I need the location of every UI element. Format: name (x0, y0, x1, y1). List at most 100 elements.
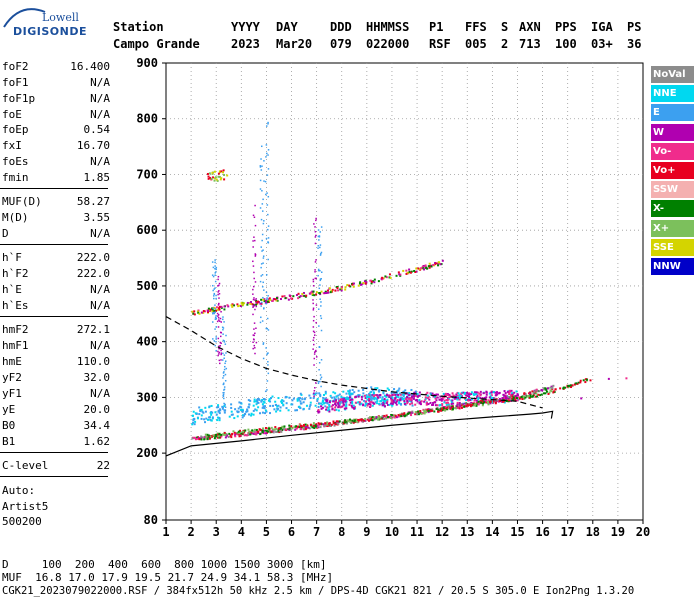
echo-point (448, 396, 451, 399)
echo-point (552, 390, 555, 393)
echo-point (265, 347, 267, 349)
echo-point (570, 386, 573, 389)
echo-point (253, 236, 255, 238)
echo-point (271, 395, 274, 398)
echo-point (414, 394, 417, 397)
echo-point (399, 398, 402, 401)
echo-point (240, 432, 243, 435)
echo-point (211, 172, 214, 175)
echo-point (468, 395, 471, 398)
auto-label: Auto: (2, 484, 36, 497)
echo-point (198, 312, 201, 315)
echo-point (266, 353, 268, 356)
echo-point (261, 398, 264, 401)
echo-point (252, 338, 255, 340)
echo-point (220, 435, 223, 438)
echo-point (223, 321, 225, 323)
echo-point (260, 218, 263, 221)
echo-point (253, 216, 256, 219)
echo-point (351, 419, 354, 422)
echo-point (313, 343, 315, 346)
echo-point (487, 399, 490, 402)
echo-point (192, 410, 195, 413)
echo-point (247, 433, 250, 436)
echo-point (214, 433, 217, 436)
echo-point (223, 371, 225, 373)
echo-point (518, 397, 521, 400)
echo-point (254, 332, 256, 335)
echo-point (213, 297, 215, 300)
echo-point (265, 156, 267, 158)
x-tick-label: 7 (313, 525, 320, 539)
echo-point (312, 422, 315, 425)
echo-point (259, 432, 262, 435)
echo-point (373, 281, 376, 284)
echo-point (314, 230, 317, 233)
echo-point (510, 397, 513, 400)
echo-point (217, 410, 220, 413)
echo-point (396, 398, 399, 401)
echo-point (197, 309, 200, 312)
echo-point (257, 406, 260, 409)
echo-point (193, 310, 196, 313)
echo-point (369, 394, 372, 397)
echo-point (427, 408, 430, 411)
echo-point (221, 326, 224, 328)
echo-point (320, 376, 323, 379)
echo-point (552, 384, 555, 387)
echo-point (304, 397, 307, 400)
echo-point (395, 393, 398, 396)
echo-point (222, 333, 224, 335)
echo-point (319, 278, 322, 280)
echo-point (448, 393, 451, 396)
echo-point (254, 239, 256, 242)
echo-point (234, 432, 237, 435)
echo-point (485, 399, 488, 402)
echo-point (320, 359, 323, 361)
echo-point (198, 413, 201, 416)
echo-point (262, 342, 265, 344)
header-label: AXN (519, 20, 541, 34)
echo-point (437, 409, 440, 412)
echo-point (217, 404, 220, 407)
echo-point (225, 352, 227, 354)
param-label: fxI (2, 139, 22, 152)
echo-point (221, 405, 224, 408)
echo-point (382, 401, 385, 404)
echo-point (395, 274, 398, 277)
echo-point (332, 391, 335, 394)
echo-point (507, 395, 510, 398)
echo-point (373, 278, 376, 281)
echo-point (223, 402, 225, 405)
echo-point (327, 424, 330, 427)
echo-point (380, 400, 383, 403)
echo-point (226, 434, 229, 437)
echo-point (380, 402, 383, 405)
echo-point (254, 299, 256, 301)
echo-point (264, 398, 267, 401)
echo-point (384, 417, 387, 420)
echo-point (230, 413, 233, 416)
echo-point (260, 400, 263, 403)
echo-point (532, 392, 535, 395)
echo-point (503, 401, 506, 404)
footer-distance-row: D 100 200 400 600 800 1000 1500 3000 [km… (2, 558, 327, 571)
echo-point (253, 398, 256, 401)
echo-point (204, 433, 207, 436)
echo-point (222, 328, 224, 331)
echo-point (423, 400, 426, 403)
echo-point (475, 393, 478, 396)
echo-point (312, 285, 315, 287)
echo-point (337, 289, 340, 292)
echo-point (204, 406, 207, 409)
echo-point (315, 293, 318, 296)
echo-point (404, 414, 407, 417)
echo-point (315, 219, 317, 222)
echo-point (328, 408, 331, 411)
echo-point (444, 407, 447, 410)
echo-point (497, 399, 500, 402)
echo-point (381, 396, 384, 399)
echo-point (431, 403, 434, 406)
echo-point (305, 294, 308, 297)
echo-point (243, 434, 246, 437)
